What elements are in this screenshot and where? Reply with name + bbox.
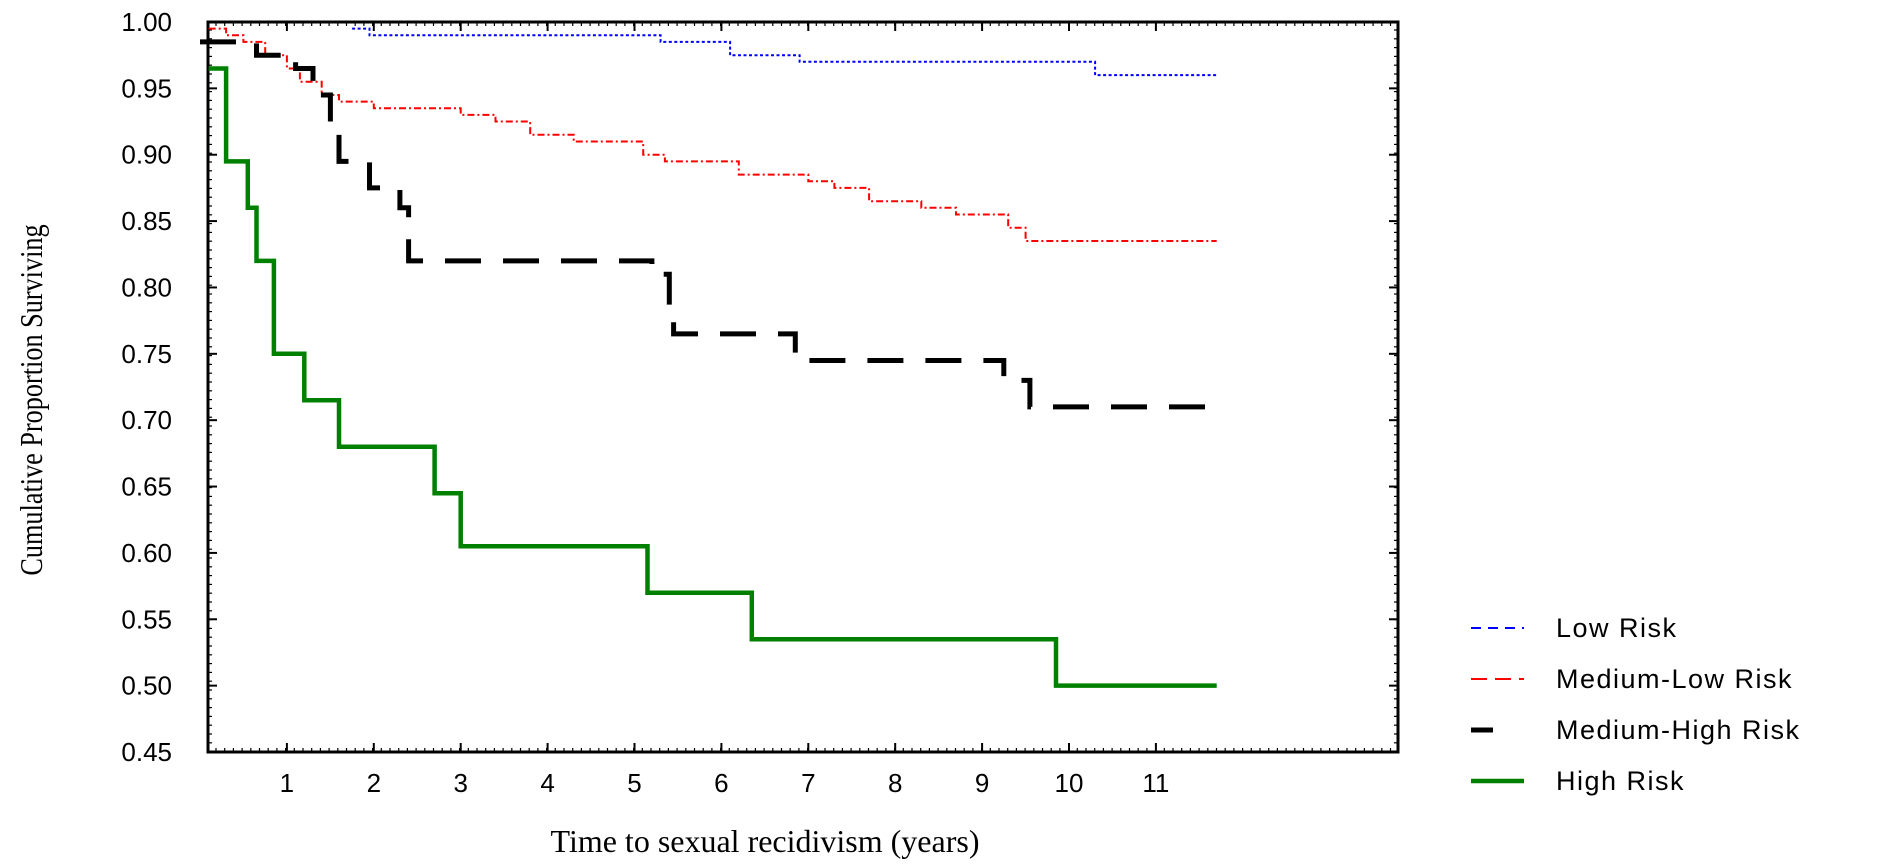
major-tick-marks: [208, 21, 1398, 753]
x-tick-label: 10: [1055, 768, 1084, 798]
y-tick-label: 1.00: [121, 7, 172, 37]
legend: Low Risk Medium-Low Risk Medium-High Risk H…: [1471, 613, 1801, 796]
legend-label-high-risk: High Risk: [1556, 766, 1685, 796]
legend-label-medium-high-risk: Medium-High Risk: [1556, 715, 1801, 745]
series-layer: [200, 27, 1217, 688]
plot-area: [200, 20, 1400, 754]
series-line-low-risk: [352, 27, 1217, 77]
x-tick-label: 4: [540, 768, 554, 798]
x-tick-label: 9: [975, 768, 989, 798]
x-tick-label: 5: [627, 768, 641, 798]
x-axis-title: Time to sexual recidivism (years): [551, 823, 980, 859]
y-tick-label: 0.85: [121, 206, 172, 236]
y-tick-label: 0.65: [121, 472, 172, 502]
y-tick-label: 0.75: [121, 339, 172, 369]
series-line-medium-high-risk: [200, 39, 1217, 410]
x-tick-label: 7: [801, 768, 815, 798]
x-tick-label: 6: [714, 768, 728, 798]
x-tick-label: 8: [888, 768, 902, 798]
y-tick-label: 0.80: [121, 272, 172, 302]
series-line-high-risk: [208, 66, 1217, 688]
y-tick-label: 0.90: [121, 140, 172, 170]
y-tick-label: 0.45: [121, 737, 172, 767]
plot-frame: [206, 20, 1400, 754]
x-tick-label: 2: [367, 768, 381, 798]
x-axis-tick-labels: 1 2 3 4 5 6 7 8 9 10 11: [280, 768, 1170, 798]
legend-label-low-risk: Low Risk: [1556, 613, 1678, 643]
minor-tick-marks: [208, 22, 1398, 752]
series-line-medium-low-risk: [208, 27, 1217, 242]
y-tick-label: 0.60: [121, 538, 172, 568]
x-tick-label: 11: [1142, 768, 1169, 798]
x-tick-label: 1: [280, 768, 294, 798]
y-tick-label: 0.95: [121, 73, 172, 103]
y-tick-label: 0.70: [121, 405, 172, 435]
legend-label-medium-low-risk: Medium-Low Risk: [1556, 664, 1793, 694]
x-tick-label: 3: [453, 768, 467, 798]
y-tick-label: 0.55: [121, 604, 172, 634]
y-axis-tick-labels: 1.00 0.95 0.90 0.85 0.80 0.75 0.70 0.65 0.60 0.55…: [121, 7, 172, 767]
y-axis-title: Cumulative Proportion Surviving: [15, 224, 50, 576]
y-tick-label: 0.50: [121, 671, 172, 701]
